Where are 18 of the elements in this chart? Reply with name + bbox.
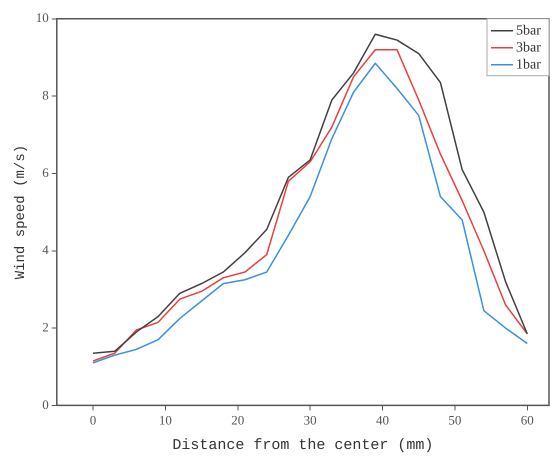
x-tick-label: 50: [448, 412, 462, 428]
legend-label: 1bar: [516, 57, 542, 72]
y-tick-label: 2: [42, 320, 49, 334]
y-tick-label: 10: [36, 10, 49, 26]
y-axis-title: Wind speed (m/s): [13, 144, 30, 280]
y-tick-label: 0: [42, 396, 49, 412]
x-tick-label: 0: [90, 412, 96, 428]
y-tick-label: 4: [42, 242, 50, 258]
x-tick-label: 30: [304, 412, 317, 428]
x-tick-label: 40: [376, 412, 390, 428]
legend-label: 3bar: [516, 40, 542, 56]
x-tick-label: 10: [158, 412, 172, 428]
x-tick-label: 60: [520, 412, 534, 428]
x-axis-title: Distance from the center (mm): [172, 436, 434, 454]
legend-label: 5bar: [516, 23, 542, 38]
y-tick-label: 8: [42, 88, 49, 103]
y-tick-label: 6: [42, 164, 50, 180]
x-tick-label: 20: [231, 412, 244, 428]
